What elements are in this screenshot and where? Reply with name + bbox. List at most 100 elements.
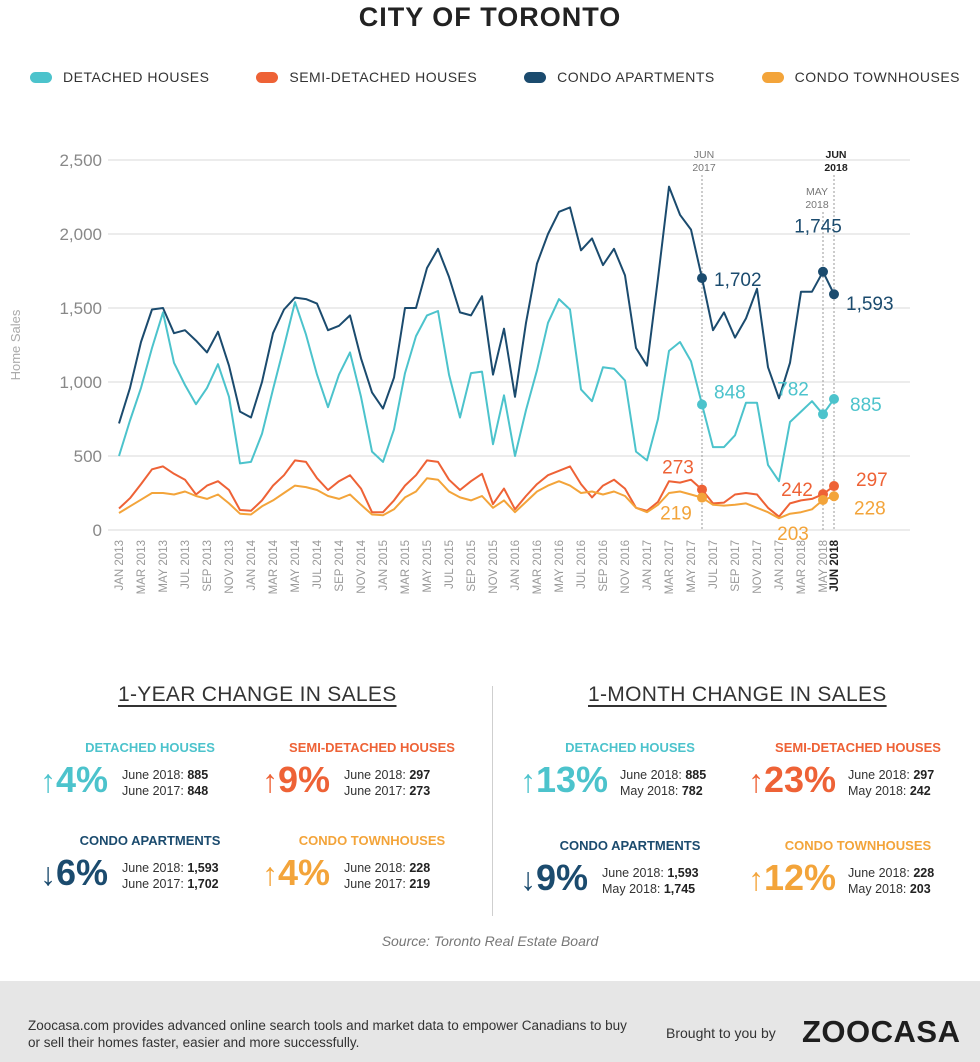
stat-value: 1,702 xyxy=(187,877,219,891)
stat-period-label: June 2018: xyxy=(344,861,410,875)
stat-percent-value: 9% xyxy=(536,857,589,898)
value-label: 219 xyxy=(660,504,692,525)
x-tick-label: MAR 2018 xyxy=(796,540,808,594)
value-label: 273 xyxy=(662,458,694,479)
data-point-condo-townhouses xyxy=(818,494,828,505)
stat-current: June 2018: 228 xyxy=(848,865,934,881)
stat-percent: ↑12% xyxy=(748,857,836,899)
stat-detached-houses: DETACHED HOUSES ↑13% June 2018: 885 May 201… xyxy=(520,740,740,815)
arrow-up-icon: ↑ xyxy=(748,861,764,897)
x-tick-label: MAY 2017 xyxy=(686,540,698,593)
value-label: 228 xyxy=(854,498,886,519)
stat-percent: ↓6% xyxy=(40,852,108,894)
stat-period-label: June 2018: xyxy=(344,768,410,782)
stat-value: 1,593 xyxy=(187,861,219,875)
stat-comparison: June 2018: 297 June 2017: 273 xyxy=(344,767,430,799)
legend-label-detached: DETACHED HOUSES xyxy=(63,69,210,85)
x-tick-label: SEP 2014 xyxy=(334,539,346,591)
stat-value: 242 xyxy=(909,784,931,798)
stat-period-label: June 2017: xyxy=(122,877,188,891)
y-tick-label: 2,000 xyxy=(59,225,102,244)
brought-by-text: Brought to you by xyxy=(666,1025,776,1041)
marker-label-month: MAY xyxy=(806,186,828,198)
stat-percent-value: 12% xyxy=(764,857,837,898)
legend-label-condo-apartments: CONDO APARTMENTS xyxy=(557,69,715,85)
x-tick-label: JAN 2017 xyxy=(774,540,786,591)
stat-percent: ↑13% xyxy=(520,759,608,801)
marker-label-year: 2017 xyxy=(692,162,716,174)
stat-name: DETACHED HOUSES xyxy=(85,740,215,755)
stat-period-label: June 2018: xyxy=(602,866,668,880)
x-tick-label: JAN 2017 xyxy=(642,540,654,591)
x-tick-label: JUL 2016 xyxy=(576,540,588,589)
stat-comparison: June 2018: 885 May 2018: 782 xyxy=(620,767,706,799)
x-tick-label: MAY 2015 xyxy=(422,540,434,593)
x-tick-label: NOV 2015 xyxy=(488,540,500,594)
marker-label-month: JUN xyxy=(825,149,846,161)
x-tick-label: JUL 2013 xyxy=(180,540,192,589)
legend-swatch-condo-townhouses xyxy=(761,71,784,83)
data-point-detached-houses xyxy=(818,409,828,420)
stat-comparison: June 2018: 1,593 May 2018: 1,745 xyxy=(602,865,699,897)
stat-current: June 2018: 885 xyxy=(620,767,706,783)
stat-previous: June 2017: 219 xyxy=(344,876,430,892)
arrow-down-icon: ↓ xyxy=(40,856,56,892)
x-tick-label: JAN 2013 xyxy=(114,540,126,591)
stat-period-label: June 2018: xyxy=(620,768,686,782)
stat-period-label: May 2018: xyxy=(602,882,664,896)
stat-condo-townhouses: CONDO TOWNHOUSES ↑4% June 2018: 228 June 20… xyxy=(262,833,482,908)
stat-period-label: June 2018: xyxy=(122,861,188,875)
stat-name: DETACHED HOUSES xyxy=(565,740,695,755)
data-point-condo-apartments xyxy=(829,289,839,300)
y-tick-label: 1,500 xyxy=(59,299,102,318)
y-tick-label: 1,000 xyxy=(59,373,102,392)
chart-legend: DETACHED HOUSES SEMI-DETACHED HOUSES CON… xyxy=(30,67,960,87)
line-chart: 0 500 1,000 1,500 2,000 2,500 Home Sales JAN 20… xyxy=(8,149,910,594)
marker-label-month: JUN xyxy=(694,149,714,161)
stat-current: June 2018: 297 xyxy=(344,767,430,783)
x-tick-label: JAN 2014 xyxy=(246,539,258,590)
footer: Zoocasa.com provides advanced online sea… xyxy=(0,981,980,1062)
stat-value: 1,745 xyxy=(663,882,696,896)
stat-percent: ↑4% xyxy=(40,759,108,801)
stat-value: 1,593 xyxy=(667,866,699,880)
stat-value: 848 xyxy=(187,784,209,798)
x-tick-label: JUL 2017 xyxy=(708,540,720,589)
value-label: 203 xyxy=(777,524,809,545)
data-point-semi-detached-houses xyxy=(697,484,707,495)
stat-period-label: June 2017: xyxy=(344,877,410,891)
arrow-up-icon: ↑ xyxy=(262,763,278,799)
stat-name: CONDO APARTMENTS xyxy=(559,838,701,853)
y-tick-label: 2,500 xyxy=(59,151,102,170)
x-tick-label: MAY 2013 xyxy=(158,540,170,593)
legend-item-condo-townhouses: CONDO TOWNHOUSES xyxy=(761,69,960,85)
source-note: Source: Toronto Real Estate Board xyxy=(381,933,599,949)
stat-period-label: May 2018: xyxy=(848,784,910,798)
stat-value: 297 xyxy=(913,768,935,782)
footer-text: Zoocasa.com provides advanced online sea… xyxy=(28,1018,627,1050)
data-point-semi-detached-houses xyxy=(829,481,839,492)
stat-comparison: June 2018: 885 June 2017: 848 xyxy=(122,767,208,799)
value-label: 1,593 xyxy=(846,294,894,315)
series-line-detached-houses xyxy=(118,298,835,483)
month-change-title: 1-MONTH CHANGE IN SALES xyxy=(588,683,887,706)
zoocasa-logo[interactable]: ZOOCASA xyxy=(802,1014,961,1049)
stat-period-label: June 2017: xyxy=(344,784,410,798)
stat-percent-value: 9% xyxy=(278,759,331,800)
marker-label-year: 2018 xyxy=(805,199,829,211)
marker-label-year: 2018 xyxy=(824,162,848,174)
x-tick-label: MAR 2015 xyxy=(400,540,412,594)
stat-current: June 2018: 297 xyxy=(848,767,934,783)
series-line-condo-townhouses xyxy=(118,477,835,520)
stat-previous: May 2018: 242 xyxy=(848,783,934,799)
x-tick-label: NOV 2017 xyxy=(752,540,764,594)
x-tick-label: JAN 2015 xyxy=(378,540,390,591)
stat-value: 203 xyxy=(909,882,931,896)
stat-current: June 2018: 228 xyxy=(344,860,430,876)
year-change-title: 1-YEAR CHANGE IN SALES xyxy=(118,683,397,706)
x-tick-label: MAR 2013 xyxy=(136,540,148,594)
arrow-up-icon: ↑ xyxy=(262,856,278,892)
stat-previous: May 2018: 1,745 xyxy=(602,881,699,897)
stat-comparison: June 2018: 1,593 June 2017: 1,702 xyxy=(122,860,219,892)
data-point-condo-apartments xyxy=(697,273,707,284)
